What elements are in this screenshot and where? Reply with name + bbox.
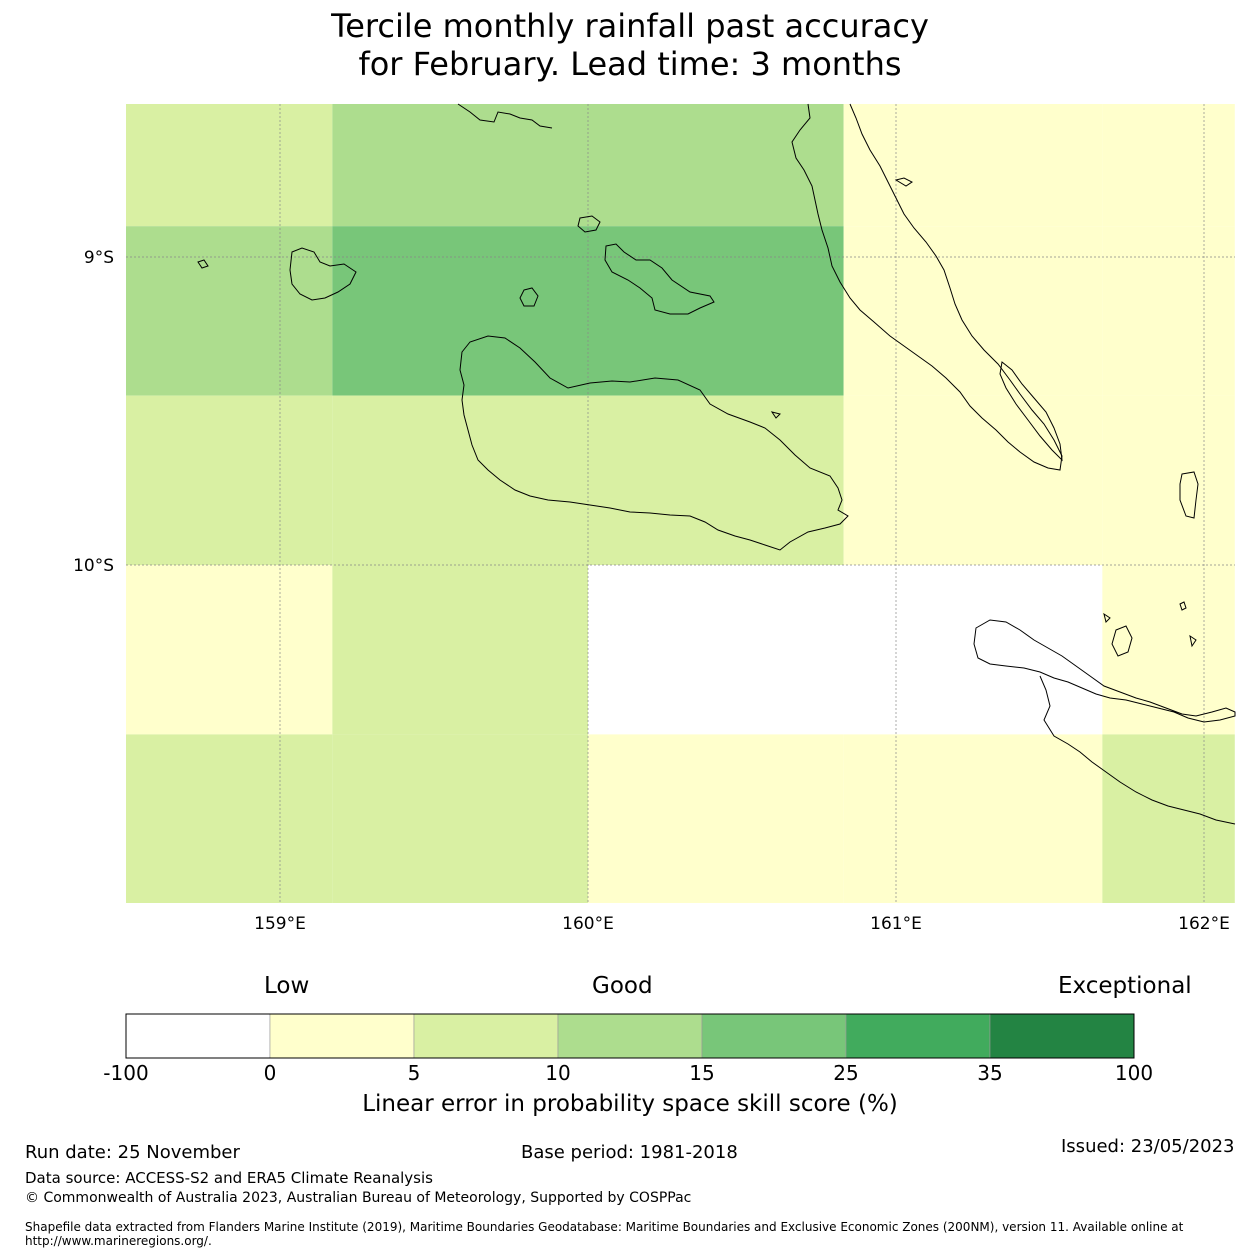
colorbar-tick: 5 (407, 1061, 421, 1085)
colorbar (125, 1013, 1135, 1059)
title-line-1: Tercile monthly rainfall past accuracy (331, 7, 929, 45)
graticule (126, 104, 1235, 903)
latitude-labels: 9°S 10°S (73, 248, 114, 576)
grid-cell (1102, 395, 1235, 565)
category-low: Low (264, 973, 310, 999)
lat-label-10s: 10°S (73, 556, 114, 576)
coastline-santa-ana (1111, 625, 1133, 657)
coastline-malaita-north (791, 103, 1063, 471)
coastline-ulawa (1179, 471, 1199, 519)
lon-label-161e: 161°E (870, 914, 922, 934)
grid-cell (126, 395, 333, 565)
colorbar-swatch (989, 1013, 1135, 1059)
skill-grid (126, 104, 1235, 903)
coastline-small-island-4 (1189, 634, 1197, 648)
coastline-small-island-5 (894, 177, 913, 187)
coastline-small-island-3 (1179, 601, 1187, 611)
grid-cell (588, 104, 844, 227)
lon-label-159e: 159°E (254, 914, 306, 934)
coastline-makira (973, 619, 1236, 723)
coastline-small-island-6 (770, 411, 781, 419)
grid-cell (126, 565, 333, 735)
base-period: Base period: 1981-2018 (521, 1142, 738, 1163)
grid-cell (1102, 104, 1235, 227)
coastline-small-island-2 (1103, 612, 1111, 623)
grid-cell (126, 734, 333, 903)
colorbar-swatch (701, 1013, 847, 1059)
coastline-new-georgia-south (457, 103, 553, 129)
coastlines (197, 103, 1236, 825)
grid-cell (588, 565, 844, 735)
colorbar-frame (125, 1013, 1135, 1059)
category-good: Good (592, 973, 653, 999)
grid-cell (332, 734, 588, 903)
category-exceptional: Exceptional (1058, 973, 1192, 999)
coastline-maramasike (999, 361, 1063, 462)
colorbar-tick: 25 (833, 1061, 859, 1085)
grid-cell (332, 104, 588, 227)
grid-cell (1102, 565, 1235, 735)
grid-cell (126, 104, 333, 227)
shapefile-credit: Shapefile data extracted from Flanders M… (25, 1220, 1184, 1248)
grid-cell (588, 226, 844, 396)
colorbar-tick: 0 (263, 1061, 277, 1085)
colorbar-swatch (269, 1013, 415, 1059)
coastline-florida-islands (604, 243, 715, 315)
coastline-small-island-1 (577, 215, 601, 233)
grid-cell (588, 395, 844, 565)
grid-cell (843, 565, 1103, 735)
grid-cell (588, 734, 844, 903)
title-line-2: for February. Lead time: 3 months (358, 45, 902, 83)
lon-label-160e: 160°E (562, 914, 614, 934)
grid-cell (843, 226, 1103, 396)
grid-cell (126, 226, 333, 396)
map-canvas: 9°S 10°S 159°E 160°E 161°E 162°E (73, 103, 1236, 934)
colorbar-label: Linear error in probability space skill … (362, 1091, 898, 1117)
colorbar-swatch (557, 1013, 703, 1059)
colorbar-tick: 100 (1114, 1061, 1154, 1085)
coastline-guadalcanal (459, 335, 849, 551)
colorbar-tick: 15 (689, 1061, 715, 1085)
grid-cell (332, 395, 588, 565)
grid-cell (843, 734, 1103, 903)
lon-label-162e: 162°E (1178, 914, 1230, 934)
issued-date: Issued: 23/05/2023 (1061, 1136, 1235, 1157)
coastline-savo (519, 287, 539, 307)
colorbar-tick: 35 (977, 1061, 1003, 1085)
colorbar-tick: -100 (103, 1061, 149, 1085)
data-source: Data source: ACCESS-S2 and ERA5 Climate … (25, 1169, 433, 1187)
coastline-west-isle (197, 259, 209, 269)
grid-cell (843, 395, 1103, 565)
grid-cell (332, 565, 588, 735)
colorbar-swatches (125, 1013, 1135, 1059)
coastline-russell-islands (289, 247, 357, 301)
colorbar-swatch (845, 1013, 991, 1059)
copyright: © Commonwealth of Australia 2023, Austra… (25, 1190, 692, 1206)
colorbar-tick: 10 (545, 1061, 571, 1085)
grid-cell (1102, 226, 1235, 396)
grid-cell (1102, 734, 1235, 903)
run-date: Run date: 25 November (25, 1142, 240, 1163)
lat-label-9s: 9°S (84, 248, 114, 268)
coastline-makira-south (1039, 675, 1236, 825)
grid-cell (843, 104, 1103, 227)
colorbar-swatch (125, 1013, 271, 1059)
colorbar-swatch (413, 1013, 559, 1059)
longitude-labels: 159°E 160°E 161°E 162°E (254, 914, 1230, 934)
